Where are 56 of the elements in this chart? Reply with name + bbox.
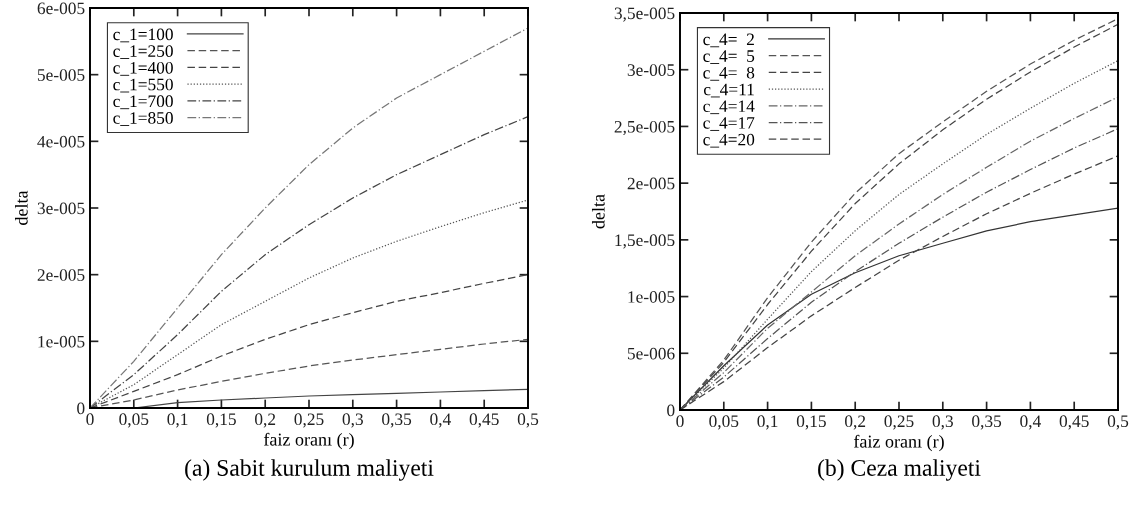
x-axis-title: faiz oranı (r) (263, 432, 354, 450)
legend-label: c_4=11 (703, 83, 754, 98)
text: (a) Sabit kurulum maliyeti (185, 459, 434, 481)
x-tick-label: 0,5 (517, 413, 539, 428)
x-tick-label: 0,35 (972, 415, 1002, 430)
y-tick-label: 3,5e-005 (614, 7, 675, 22)
y-axis-title: delta (591, 194, 605, 229)
legend-label: c_1=250 (113, 45, 173, 59)
y-tick-label: 2e-005 (37, 269, 85, 281)
y-tick-label: 2e-005 (627, 177, 675, 190)
legend-label: c_4= 8 (703, 66, 755, 81)
legend-label: c_1=100 (113, 28, 173, 43)
x-axis-title: faiz oranı (r) (853, 434, 944, 452)
x-tick-label: 0 (86, 413, 94, 426)
legend-label: c_1=700 (113, 95, 173, 110)
x-tick-label: 0,25 (294, 413, 324, 428)
y-axis-title: delta (15, 190, 28, 225)
y-tick-label: 2,5e-005 (614, 120, 675, 136)
x-tick-label: 0,45 (1059, 415, 1089, 430)
x-tick-label: 0,05 (119, 413, 149, 428)
x-tick-label: 0,15 (206, 413, 236, 428)
text: (b) Ceza maliyeti (818, 459, 981, 481)
legend-label: c_1=550 (113, 78, 173, 93)
y-tick-label: 6e-005 (37, 2, 85, 15)
x-tick-label: 0,05 (709, 415, 739, 430)
legend-label: c_4=17 (703, 117, 755, 131)
x-tick-label: 0,3 (932, 415, 953, 430)
x-tick-label: 0,5 (1107, 415, 1129, 430)
legend-label: c_4=20 (703, 133, 755, 148)
x-tick-label: 0,25 (884, 415, 914, 430)
y-tick-label: 1e-005 (38, 335, 85, 348)
y-tick-label: 1,5e-005 (615, 234, 675, 249)
legend-label: c_1=850 (113, 112, 173, 126)
y-tick-label: 3e-005 (627, 64, 675, 76)
x-tick-label: 0,35 (382, 413, 412, 428)
x-tick-label: 0,1 (757, 415, 778, 430)
x-tick-label: 0,1 (167, 413, 188, 428)
x-tick-label: 0,3 (342, 413, 363, 428)
legend-label: c_1=400 (113, 61, 173, 76)
x-tick-label: 0,2 (255, 413, 276, 428)
y-tick-label: 0 (667, 404, 675, 417)
y-tick-label: 1e-005 (628, 291, 675, 303)
y-tick-label: 5e-006 (627, 347, 675, 360)
x-tick-label: 0,45 (469, 413, 499, 428)
x-tick-label: 0,2 (845, 415, 866, 430)
x-tick-label: 0,4 (430, 413, 451, 428)
y-tick-label: 0 (77, 402, 85, 415)
legend-label: c_4= 2 (703, 33, 754, 48)
y-tick-label: 3e-005 (37, 202, 85, 215)
legend-label: c_4=14 (703, 100, 755, 115)
x-tick-label: 0,15 (796, 415, 826, 430)
y-tick-label: 5e-005 (37, 69, 85, 81)
x-tick-label: 0 (676, 415, 684, 428)
y-tick-label: 4e-005 (37, 135, 85, 148)
x-tick-label: 0,4 (1020, 415, 1041, 430)
legend-label: c_4= 5 (703, 50, 755, 64)
